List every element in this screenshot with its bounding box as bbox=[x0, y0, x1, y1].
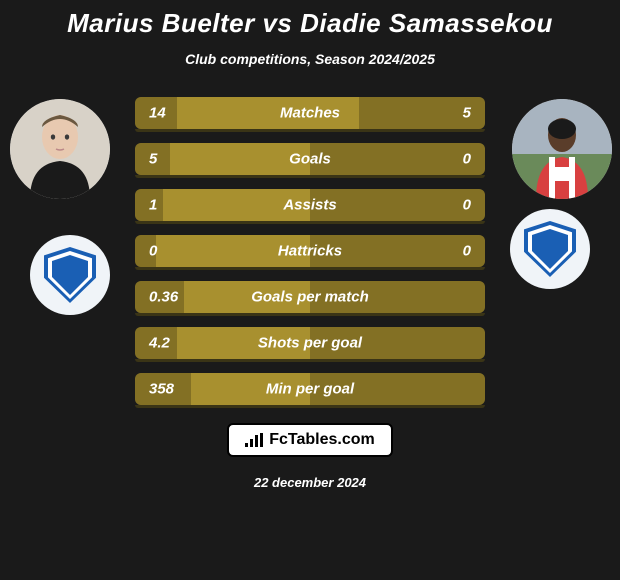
player-right-photo bbox=[512, 99, 612, 199]
stat-row: 358 Min per goal bbox=[135, 373, 485, 405]
stat-right-value: 0 bbox=[463, 243, 471, 260]
stat-left-value: 4.2 bbox=[149, 335, 170, 352]
stat-row: 5 Goals 0 bbox=[135, 143, 485, 175]
season-subtitle: Club competitions, Season 2024/2025 bbox=[0, 51, 620, 67]
stat-bars: 14 Matches 5 5 Goals 0 1 Assists 0 0 Hattricks 0 0.3… bbox=[135, 97, 485, 405]
comparison-title: Marius Buelter vs Diadie Samassekou bbox=[0, 8, 620, 39]
stat-label: Matches bbox=[280, 105, 340, 122]
stat-right-value: 5 bbox=[463, 105, 471, 122]
stat-left-value: 358 bbox=[149, 381, 174, 398]
stat-label: Assists bbox=[283, 197, 336, 214]
stat-label: Min per goal bbox=[266, 381, 354, 398]
stat-right-value: 0 bbox=[463, 197, 471, 214]
snapshot-date: 22 december 2024 bbox=[0, 475, 620, 490]
stat-left-value: 1 bbox=[149, 197, 157, 214]
shield-icon bbox=[524, 221, 576, 277]
stat-label: Hattricks bbox=[278, 243, 342, 260]
stat-row: 0.36 Goals per match bbox=[135, 281, 485, 313]
stat-left-value: 0 bbox=[149, 243, 157, 260]
footer: FcTables.com 22 december 2024 bbox=[0, 423, 620, 490]
club-right-logo bbox=[510, 209, 590, 289]
stat-label: Shots per goal bbox=[258, 335, 362, 352]
stat-right-value: 0 bbox=[463, 151, 471, 168]
header: Marius Buelter vs Diadie Samassekou Club… bbox=[0, 0, 620, 67]
content-area: 14 Matches 5 5 Goals 0 1 Assists 0 0 Hattricks 0 0.3… bbox=[0, 97, 620, 405]
stat-left-value: 14 bbox=[149, 105, 166, 122]
stat-row: 4.2 Shots per goal bbox=[135, 327, 485, 359]
stat-left-value: 5 bbox=[149, 151, 157, 168]
stat-row: 1 Assists 0 bbox=[135, 189, 485, 221]
bar-shade-right bbox=[310, 143, 485, 175]
player-left-avatar bbox=[10, 99, 110, 199]
shield-icon bbox=[44, 247, 96, 303]
stat-left-value: 0.36 bbox=[149, 289, 178, 306]
logo-icon bbox=[245, 433, 263, 447]
stat-label: Goals bbox=[289, 151, 331, 168]
branding-text: FcTables.com bbox=[269, 431, 375, 448]
branding-badge[interactable]: FcTables.com bbox=[227, 423, 393, 457]
stat-row: 0 Hattricks 0 bbox=[135, 235, 485, 267]
stat-label: Goals per match bbox=[251, 289, 369, 306]
player-right-avatar bbox=[512, 99, 612, 199]
player-left-photo bbox=[10, 99, 110, 199]
stat-row: 14 Matches 5 bbox=[135, 97, 485, 129]
club-left-logo bbox=[30, 235, 110, 315]
